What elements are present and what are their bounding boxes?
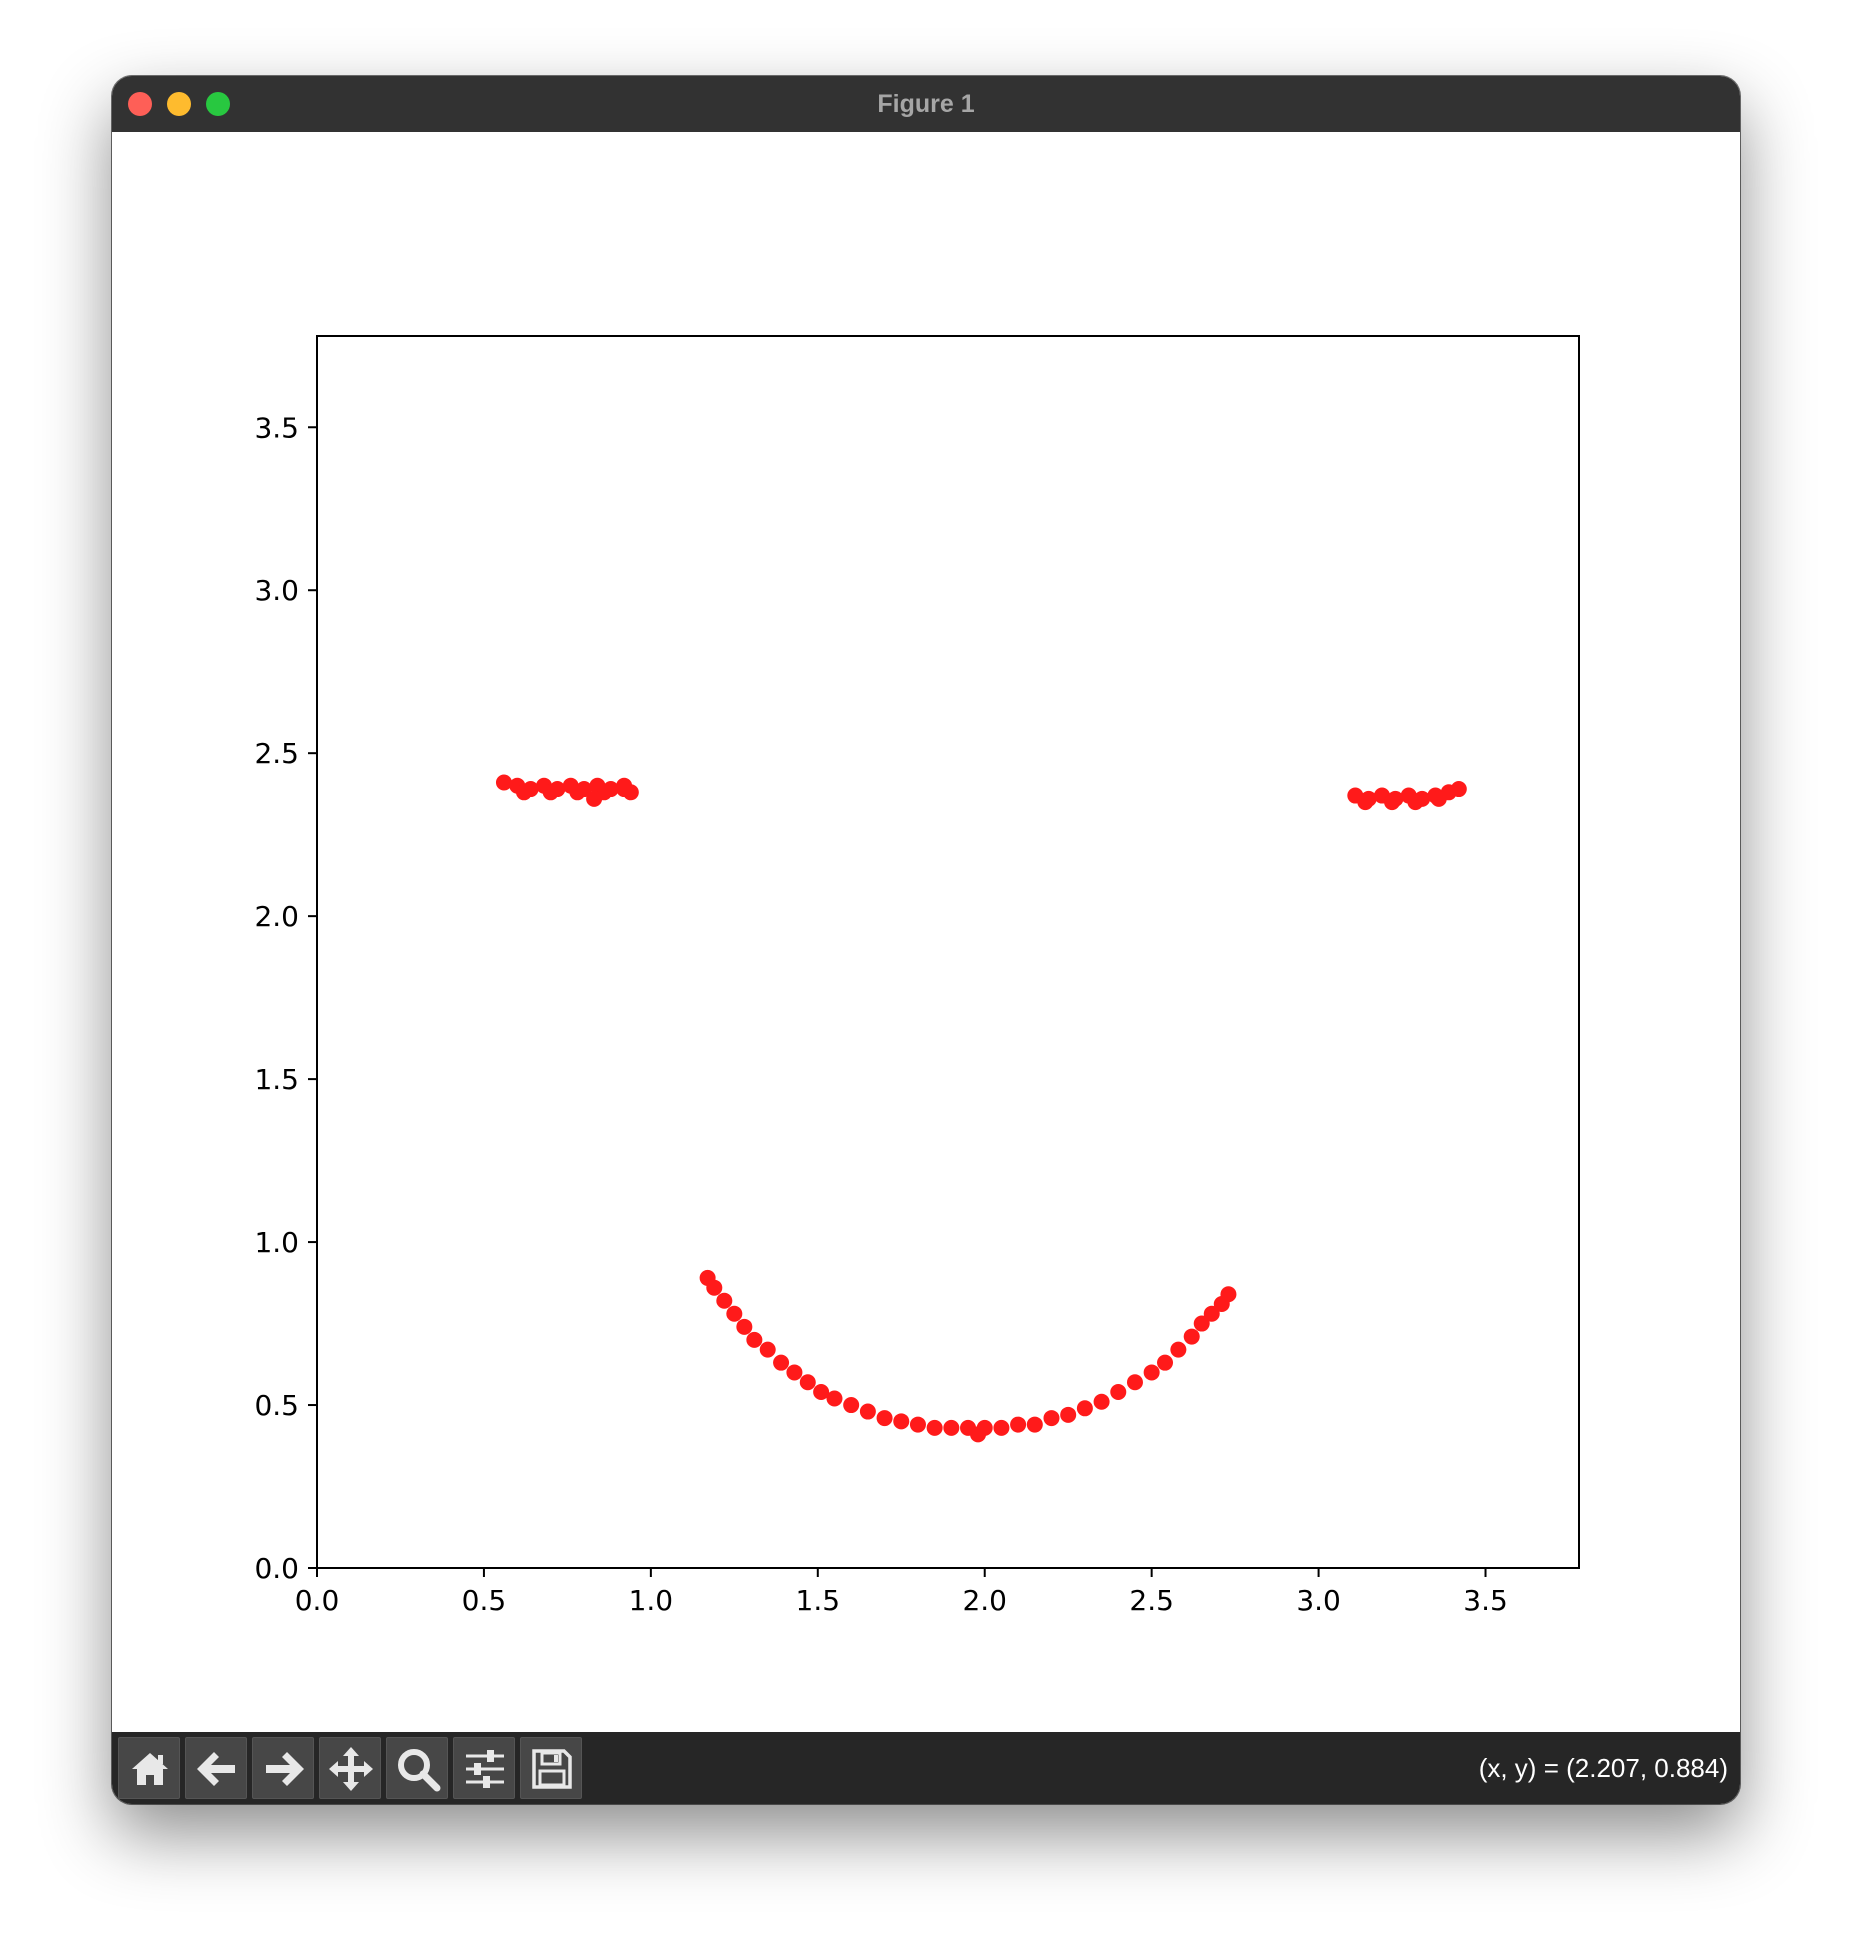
x-tick-label: 3.0 bbox=[1296, 1584, 1341, 1617]
axes-frame bbox=[316, 335, 1580, 1569]
scatter-point bbox=[736, 1318, 753, 1335]
scatter-point bbox=[515, 784, 532, 801]
y-tick-label: 0.0 bbox=[254, 1552, 299, 1585]
scatter-point bbox=[926, 1419, 943, 1436]
window-title: Figure 1 bbox=[877, 90, 975, 118]
scatter-point bbox=[909, 1416, 926, 1433]
scatter-point bbox=[943, 1419, 960, 1436]
scatter-point bbox=[1430, 790, 1447, 807]
scatter-point bbox=[993, 1419, 1010, 1436]
scatter-point bbox=[1126, 1374, 1143, 1391]
floppy-disk-icon bbox=[532, 1749, 572, 1789]
scatter-point bbox=[1026, 1416, 1043, 1433]
scatter-point bbox=[1043, 1410, 1060, 1427]
scatter-point bbox=[542, 784, 559, 801]
scatter-point bbox=[1220, 1286, 1237, 1303]
navigation-toolbar: (x, y) = (2.207, 0.884) bbox=[112, 1732, 1740, 1804]
x-axis: 0.0 0.5 1.0 1.5 2.0 2.5 3.0 3.5 bbox=[295, 1568, 1508, 1617]
move-icon bbox=[329, 1747, 373, 1791]
figure-window: Figure 1 0.0 0.5 1.0 1.5 2.0 2.5 3.0 3.5 0.0 0.5… bbox=[112, 76, 1740, 1804]
scatter-point bbox=[876, 1410, 893, 1427]
arrow-left-icon bbox=[197, 1752, 235, 1786]
x-tick-label: 2.5 bbox=[1129, 1584, 1174, 1617]
scatter-point bbox=[746, 1331, 763, 1348]
scatter-point bbox=[1110, 1384, 1127, 1400]
scatter-point bbox=[813, 1384, 830, 1400]
scatter-point bbox=[1093, 1393, 1110, 1410]
y-tick-label: 3.0 bbox=[254, 574, 299, 607]
figure-canvas[interactable]: 0.0 0.5 1.0 1.5 2.0 2.5 3.0 3.5 0.0 0.5 1.0 1.5 2.0… bbox=[112, 132, 1740, 1732]
scatter-point bbox=[1076, 1400, 1093, 1417]
sliders-icon bbox=[466, 1750, 504, 1788]
home-button[interactable] bbox=[118, 1737, 180, 1799]
configure-subplots-button[interactable] bbox=[453, 1737, 515, 1799]
scatter-point bbox=[495, 774, 512, 791]
scatter-point bbox=[1143, 1364, 1160, 1381]
x-tick-label: 2.0 bbox=[962, 1584, 1007, 1617]
home-icon bbox=[132, 1753, 168, 1785]
scatter-point bbox=[786, 1364, 803, 1381]
zoom-window-button[interactable] bbox=[206, 92, 230, 116]
scatter-point bbox=[1060, 1406, 1077, 1423]
scatter-point bbox=[826, 1390, 843, 1407]
scatter-point bbox=[1170, 1341, 1187, 1358]
scatter-point bbox=[726, 1305, 743, 1322]
y-tick-label: 1.0 bbox=[254, 1226, 299, 1259]
scatter-point bbox=[586, 790, 603, 807]
minimize-window-button[interactable] bbox=[167, 92, 191, 116]
x-tick-label: 1.0 bbox=[629, 1584, 674, 1617]
pan-button[interactable] bbox=[319, 1737, 381, 1799]
scatter-point bbox=[1157, 1354, 1174, 1371]
y-tick-label: 2.0 bbox=[254, 900, 299, 933]
scatter-point bbox=[1407, 794, 1424, 811]
zoom-button[interactable] bbox=[386, 1737, 448, 1799]
scatter-point bbox=[1450, 781, 1467, 798]
scatter-markers bbox=[495, 774, 1467, 1443]
x-tick-label: 0.5 bbox=[462, 1584, 507, 1617]
scatter-point bbox=[569, 784, 586, 801]
y-tick-label: 3.5 bbox=[254, 411, 299, 444]
scatter-point bbox=[1010, 1416, 1027, 1433]
scatter-point bbox=[843, 1397, 860, 1414]
forward-button[interactable] bbox=[252, 1737, 314, 1799]
x-tick-label: 3.5 bbox=[1463, 1584, 1508, 1617]
scatter-point bbox=[1183, 1328, 1200, 1345]
y-tick-label: 0.5 bbox=[254, 1389, 299, 1422]
scatter-point bbox=[1357, 794, 1374, 811]
scatter-point bbox=[716, 1292, 733, 1309]
scatter-point bbox=[1203, 1305, 1220, 1322]
x-tick-label: 1.5 bbox=[796, 1584, 841, 1617]
scatter-point bbox=[893, 1413, 910, 1430]
cursor-coordinates: (x, y) = (2.207, 0.884) bbox=[1478, 1753, 1728, 1783]
back-button[interactable] bbox=[185, 1737, 247, 1799]
scatter-point bbox=[1384, 794, 1401, 811]
close-window-button[interactable] bbox=[128, 92, 152, 116]
y-tick-label: 1.5 bbox=[254, 1063, 299, 1096]
y-tick-label: 2.5 bbox=[254, 737, 299, 770]
scatter-point bbox=[706, 1279, 723, 1296]
scatter-plot[interactable]: 0.0 0.5 1.0 1.5 2.0 2.5 3.0 3.5 0.0 0.5 1.0 1.5 2.0… bbox=[112, 132, 1740, 1732]
magnifier-icon bbox=[398, 1749, 441, 1792]
save-button[interactable] bbox=[520, 1737, 582, 1799]
scatter-point bbox=[1193, 1315, 1210, 1332]
scatter-point bbox=[859, 1403, 876, 1420]
title-bar[interactable]: Figure 1 bbox=[112, 76, 1740, 133]
x-tick-label: 0.0 bbox=[295, 1584, 340, 1617]
scatter-point bbox=[976, 1419, 993, 1436]
scatter-point bbox=[799, 1374, 816, 1391]
scatter-point bbox=[773, 1354, 790, 1371]
scatter-point bbox=[616, 781, 633, 798]
arrow-right-icon bbox=[266, 1752, 304, 1786]
y-axis: 0.0 0.5 1.0 1.5 2.0 2.5 3.0 3.5 bbox=[254, 411, 317, 1585]
scatter-point bbox=[759, 1341, 776, 1358]
